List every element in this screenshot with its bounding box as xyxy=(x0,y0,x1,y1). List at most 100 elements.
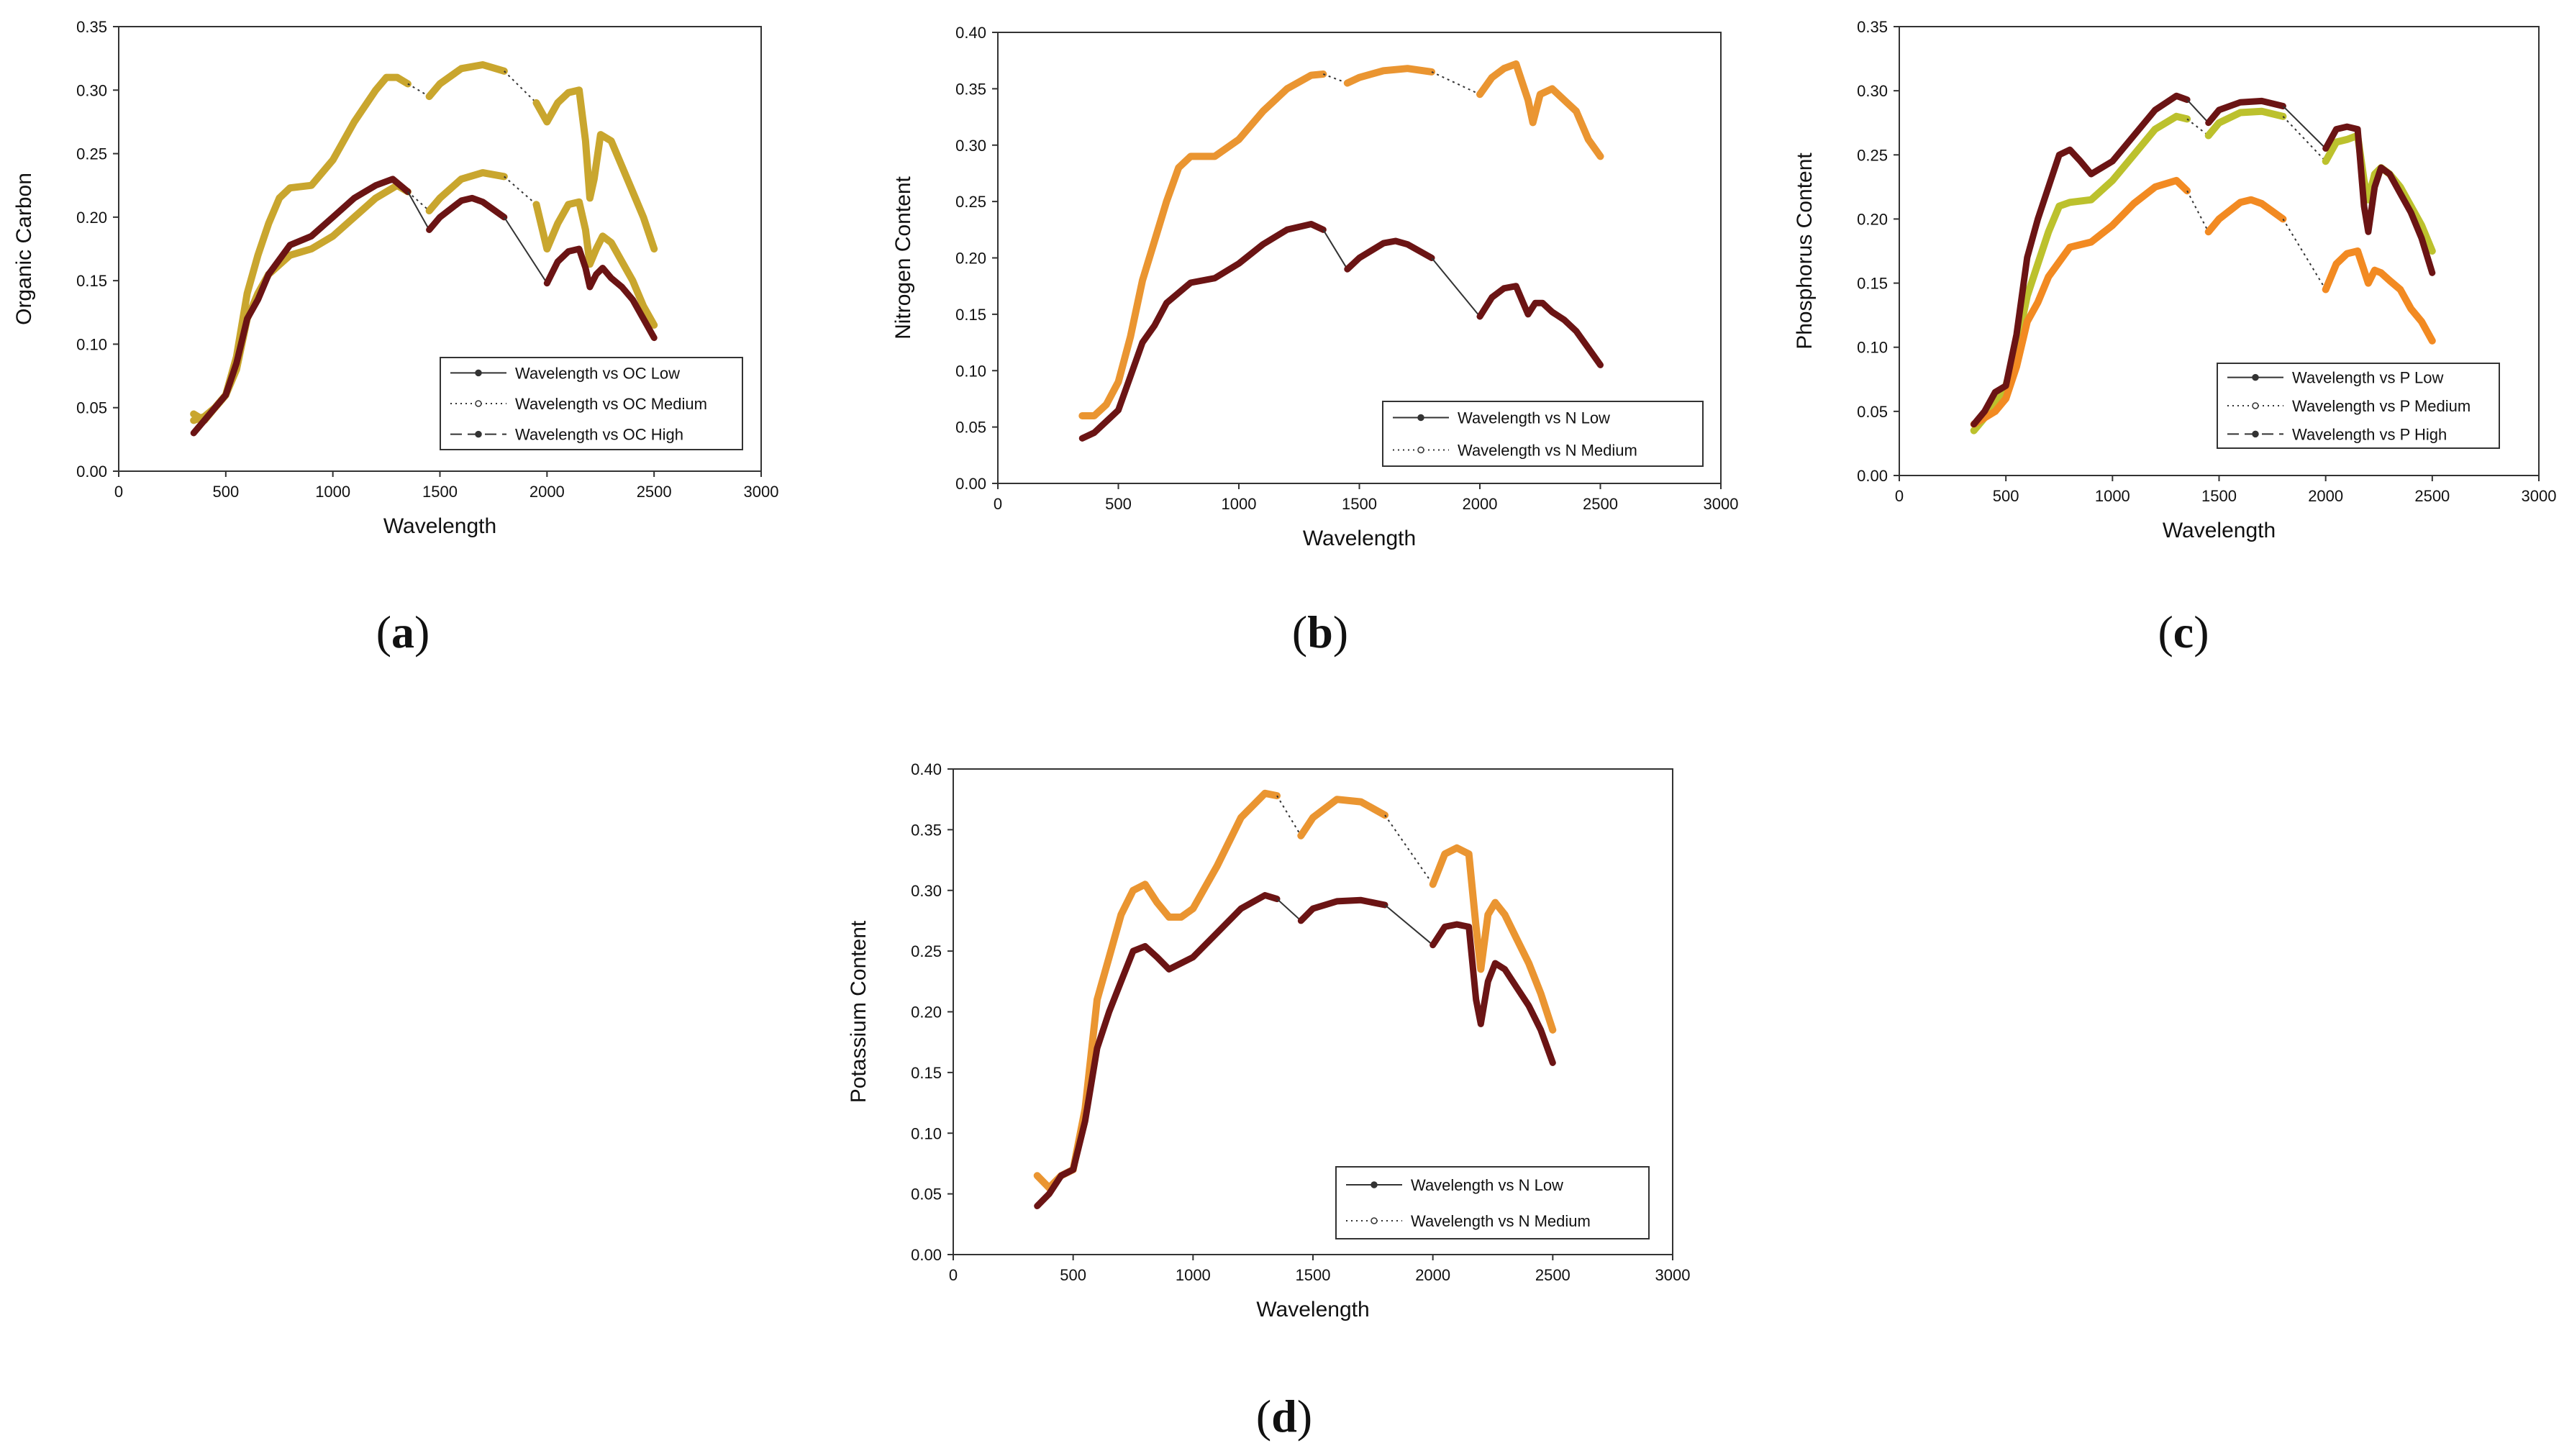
series-line-high_orange xyxy=(2204,196,2287,236)
y-tick-label: 0.20 xyxy=(76,209,107,227)
x-tick-label: 2500 xyxy=(1583,495,1618,513)
series-gap-connector xyxy=(2282,218,2327,291)
series-line-low xyxy=(1078,221,1327,442)
series-line-low xyxy=(1297,896,1388,924)
y-tick-label: 0.25 xyxy=(955,193,986,211)
y-tick-label: 0.15 xyxy=(76,272,107,290)
x-tick-label: 0 xyxy=(1895,487,1904,505)
y-tick-label: 0.00 xyxy=(1857,467,1888,485)
series-line-medium_olive xyxy=(532,86,658,252)
series-line-high_orange xyxy=(2322,247,2436,345)
series-line-medium_olive xyxy=(532,198,658,329)
panel-label: (c) xyxy=(2158,606,2209,658)
legend-marker xyxy=(1417,446,1424,454)
chart-panel-d: 0 500 1000 1500 2000 2500 3000 0.00 0.05 0.10 0.15… xyxy=(847,760,1690,1442)
y-tick-label: 0.10 xyxy=(911,1124,942,1142)
legend-box xyxy=(1335,1166,1650,1239)
x-tick-label: 2000 xyxy=(2308,487,2343,505)
legend-box xyxy=(1382,401,1704,467)
x-tick-label: 1500 xyxy=(422,483,458,501)
series-line-low xyxy=(1344,237,1435,273)
y-tick-label: 0.05 xyxy=(1857,403,1888,421)
panel-label-paren-open: ( xyxy=(376,606,391,658)
y-tick-label: 0.25 xyxy=(911,942,942,960)
x-tick-label: 0 xyxy=(994,495,1002,513)
x-tick-label: 3000 xyxy=(2522,487,2557,505)
series-line-low xyxy=(2322,123,2436,276)
x-axis-title: Wavelength xyxy=(383,514,496,538)
y-tick-label: 0.15 xyxy=(955,306,986,324)
series-line-medium_orange xyxy=(1429,844,1557,1034)
series-line-low xyxy=(1971,92,2191,428)
series-line-low xyxy=(190,176,412,437)
legend-entry-label: Wavelength vs N Low xyxy=(1411,1176,1563,1194)
series-line-high_olive xyxy=(1970,112,2191,434)
y-tick-label: 0.35 xyxy=(911,821,942,839)
chart-panel-b: 0 500 1000 1500 2000 2500 3000 0.00 0.05 0.10 0.15… xyxy=(891,24,1738,658)
panel-label: (a) xyxy=(376,606,430,658)
y-tick-label: 0.30 xyxy=(911,882,942,900)
y-tick-label: 0.00 xyxy=(911,1246,942,1264)
x-tick-label: 500 xyxy=(1060,1266,1086,1284)
x-axis-title: Wavelength xyxy=(1256,1298,1369,1321)
y-tick-label: 0.05 xyxy=(76,399,107,417)
y-tick-label: 0.00 xyxy=(955,475,986,493)
legend-entry-label: Wavelength vs N Low xyxy=(1458,409,1610,427)
legend-marker xyxy=(475,400,482,407)
y-tick-label: 0.40 xyxy=(955,24,986,42)
y-tick-label: 0.35 xyxy=(76,18,107,36)
series-gap-connector xyxy=(1431,257,1481,317)
series-gap-connector xyxy=(1384,904,1434,946)
x-tick-label: 2000 xyxy=(1415,1266,1450,1284)
y-tick-label: 0.05 xyxy=(955,419,986,437)
panel-label-paren-open: ( xyxy=(1292,606,1307,658)
legend-marker xyxy=(2252,402,2259,409)
x-axis-title: Wavelength xyxy=(1303,527,1416,550)
legend-marker xyxy=(1417,414,1424,422)
x-tick-label: 2000 xyxy=(529,483,565,501)
x-tick-label: 2500 xyxy=(2414,487,2450,505)
x-tick-label: 0 xyxy=(114,483,123,501)
y-tick-label: 0.00 xyxy=(76,463,107,481)
x-tick-label: 500 xyxy=(1993,487,2019,505)
series-line-low xyxy=(1476,283,1604,368)
y-tick-label: 0.20 xyxy=(955,250,986,268)
panel-label-paren-open: ( xyxy=(1256,1391,1271,1442)
series-gap-connector xyxy=(1276,795,1302,837)
y-tick-label: 0.30 xyxy=(76,81,107,99)
legend-marker xyxy=(475,430,482,438)
series-gap-connector xyxy=(2186,99,2209,124)
x-tick-label: 1500 xyxy=(1296,1266,1331,1284)
series-gap-connector xyxy=(1276,898,1302,922)
y-tick-label: 0.30 xyxy=(1857,82,1888,100)
y-tick-label: 0.20 xyxy=(911,1004,942,1022)
series-line-low xyxy=(1430,921,1556,1066)
y-tick-label: 0.15 xyxy=(911,1064,942,1082)
panel-label-paren-close: ) xyxy=(414,606,429,658)
y-tick-label: 0.35 xyxy=(955,80,986,98)
x-tick-label: 1000 xyxy=(315,483,350,501)
x-tick-label: 3000 xyxy=(1655,1266,1691,1284)
chart-panel-a: 0 500 1000 1500 2000 2500 3000 0.00 0.05 0.10 0.15… xyxy=(12,18,778,658)
panel-label-paren-close: ) xyxy=(1297,1391,1312,1442)
series-gap-connector xyxy=(1384,814,1434,885)
panel-label-paren-close: ) xyxy=(1333,606,1348,658)
legend-entry-label: Wavelength vs P Medium xyxy=(2292,397,2471,415)
chart-panel-c: 0 500 1000 1500 2000 2500 3000 0.00 0.05 0.10 0.15… xyxy=(1793,18,2556,658)
legend-entry-label: Wavelength vs N Medium xyxy=(1458,442,1637,460)
panel-label-letter: a xyxy=(391,606,414,658)
y-tick-label: 0.10 xyxy=(76,335,107,353)
series-line-medium_orange xyxy=(1078,70,1327,419)
series-line-medium_olive xyxy=(425,61,508,101)
x-tick-label: 3000 xyxy=(1704,495,1739,513)
y-tick-label: 0.10 xyxy=(1857,339,1888,357)
series-gap-connector xyxy=(504,70,537,104)
series-gap-connector xyxy=(2282,105,2327,150)
y-tick-label: 0.25 xyxy=(1857,146,1888,164)
series-line-medium_olive xyxy=(425,169,508,214)
panel-label-paren-close: ) xyxy=(2194,606,2209,658)
x-tick-label: 1000 xyxy=(1176,1266,1211,1284)
x-tick-label: 1500 xyxy=(1342,495,1377,513)
y-axis-title: Organic Carbon xyxy=(12,173,36,325)
